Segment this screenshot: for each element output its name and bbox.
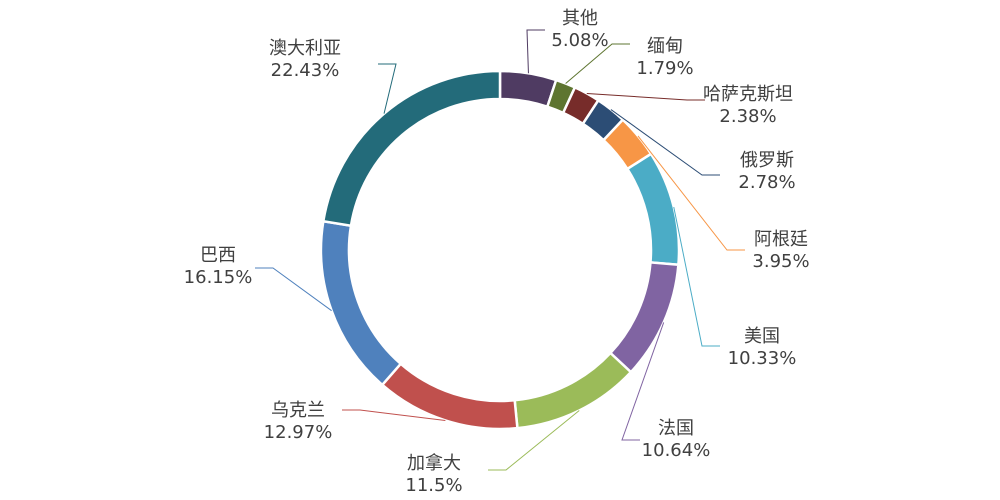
slice-澳大利亚: [321, 69, 502, 228]
slice-value-label: 10.64%: [642, 440, 711, 461]
slice-法国: [608, 261, 680, 374]
slice-name-label: 乌克兰: [271, 400, 325, 421]
slice-value-label: 12.97%: [264, 422, 333, 443]
slice-name-label: 缅甸: [647, 36, 683, 57]
slice-value-label: 1.79%: [636, 58, 693, 79]
leader-line-缅甸: [565, 43, 630, 84]
leader-line-哈萨克斯坦: [586, 92, 705, 101]
slice-name-label: 哈萨克斯坦: [703, 84, 793, 105]
leader-line-加拿大: [488, 410, 580, 471]
slice-加拿大: [513, 351, 633, 430]
slice-乌克兰: [380, 362, 519, 431]
slice-value-label: 16.15%: [184, 267, 253, 288]
slice-name-label: 其他: [562, 8, 598, 29]
leader-line-乌克兰: [342, 409, 446, 421]
slice-巴西: [319, 219, 403, 387]
slice-name-label: 阿根廷: [754, 229, 808, 250]
slice-name-label: 巴西: [200, 245, 236, 266]
leader-line-美国: [673, 206, 720, 347]
leader-line-阿根廷: [637, 135, 745, 251]
slice-name-label: 澳大利亚: [269, 38, 341, 59]
slice-name-label: 美国: [744, 326, 780, 347]
slice-其他: [498, 69, 558, 109]
slice-name-label: 俄罗斯: [740, 150, 794, 171]
slice-name-label: 法国: [658, 418, 694, 439]
leader-line-俄罗斯: [610, 109, 720, 176]
leader-line-法国: [621, 322, 665, 441]
leader-lines: [255, 29, 745, 471]
slice-value-label: 10.33%: [728, 348, 797, 369]
leader-line-巴西: [255, 267, 332, 312]
slice-value-label: 2.78%: [738, 172, 795, 193]
slice-value-label: 5.08%: [551, 30, 608, 51]
leader-line-澳大利亚: [378, 63, 397, 114]
slice-value-label: 11.5%: [405, 475, 462, 496]
slice-value-label: 22.43%: [271, 60, 340, 81]
slice-name-label: 加拿大: [407, 452, 461, 474]
slice-value-label: 2.38%: [719, 106, 776, 127]
slice-value-label: 3.95%: [752, 251, 809, 272]
slice-美国: [625, 152, 681, 267]
donut-slices: [319, 69, 681, 431]
leader-line-其他: [526, 29, 545, 74]
